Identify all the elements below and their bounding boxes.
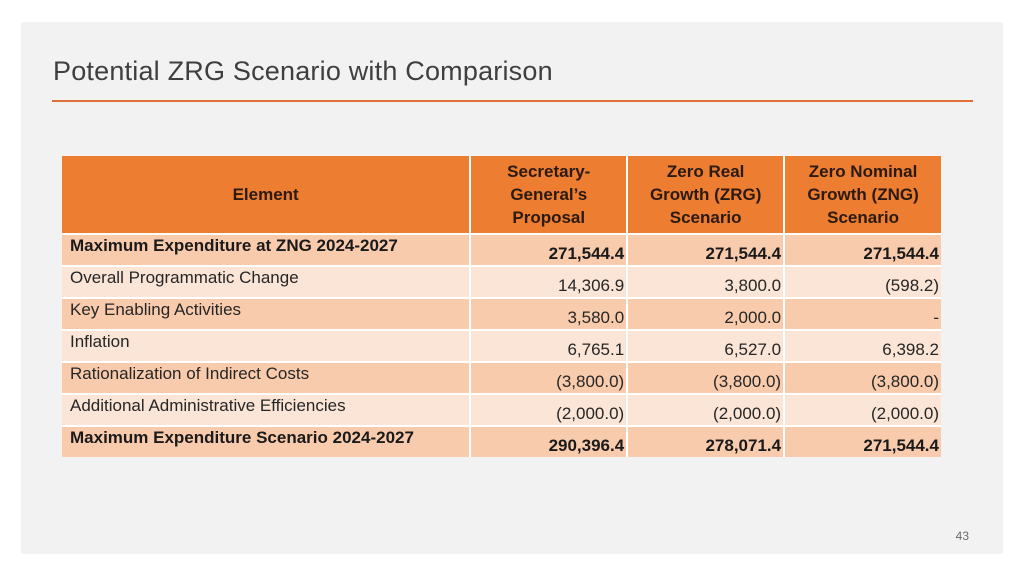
- table-header-row: Element Secretary- General’s Proposal Ze…: [62, 156, 941, 234]
- cell-zrg: 3,800.0: [626, 265, 785, 298]
- header-zng-scenario: Zero Nominal Growth (ZNG) Scenario: [783, 156, 941, 234]
- cell-zrg: 6,527.0: [626, 329, 785, 362]
- slide-title: Potential ZRG Scenario with Comparison: [53, 56, 553, 86]
- table-row: Maximum Expenditure at ZNG 2024-2027 271…: [62, 233, 941, 266]
- cell-sg-proposal: 3,580.0: [469, 297, 628, 330]
- cell-zrg: 271,544.4: [626, 233, 785, 266]
- cell-zng: (2,000.0): [783, 393, 941, 426]
- slide: Potential ZRG Scenario with Comparison E…: [21, 22, 1003, 554]
- cell-zng: (3,800.0): [783, 361, 941, 394]
- table-row: Additional Administrative Efficiencies (…: [62, 393, 941, 426]
- cell-zrg: (3,800.0): [626, 361, 785, 394]
- row-label: Key Enabling Activities: [62, 297, 471, 330]
- cell-zng: 6,398.2: [783, 329, 941, 362]
- table-row: Maximum Expenditure Scenario 2024-2027 2…: [62, 425, 941, 457]
- table-row: Overall Programmatic Change 14,306.9 3,8…: [62, 265, 941, 298]
- table-row: Key Enabling Activities 3,580.0 2,000.0 …: [62, 297, 941, 330]
- row-label: Rationalization of Indirect Costs: [62, 361, 471, 394]
- row-label: Additional Administrative Efficiencies: [62, 393, 471, 426]
- table-row: Rationalization of Indirect Costs (3,800…: [62, 361, 941, 394]
- header-zrg-scenario: Zero Real Growth (ZRG) Scenario: [626, 156, 785, 234]
- row-label: Maximum Expenditure at ZNG 2024-2027: [62, 233, 471, 266]
- cell-zrg: (2,000.0): [626, 393, 785, 426]
- cell-zrg: 2,000.0: [626, 297, 785, 330]
- row-label: Inflation: [62, 329, 471, 362]
- page-number: 43: [955, 529, 969, 543]
- cell-zng: 271,544.4: [783, 233, 941, 266]
- header-sg-proposal: Secretary- General’s Proposal: [469, 156, 628, 234]
- header-element: Element: [62, 156, 471, 234]
- row-label: Overall Programmatic Change: [62, 265, 471, 298]
- row-label: Maximum Expenditure Scenario 2024-2027: [62, 425, 471, 457]
- cell-sg-proposal: 6,765.1: [469, 329, 628, 362]
- cell-sg-proposal: (3,800.0): [469, 361, 628, 394]
- cell-sg-proposal: 271,544.4: [469, 233, 628, 266]
- cell-sg-proposal: 290,396.4: [469, 425, 628, 457]
- cell-zrg: 278,071.4: [626, 425, 785, 457]
- cell-zng: 271,544.4: [783, 425, 941, 457]
- title-divider: [52, 100, 973, 102]
- cell-zng: (598.2): [783, 265, 941, 298]
- cell-sg-proposal: 14,306.9: [469, 265, 628, 298]
- table-row: Inflation 6,765.1 6,527.0 6,398.2: [62, 329, 941, 362]
- comparison-table: Element Secretary- General’s Proposal Ze…: [62, 156, 941, 457]
- cell-sg-proposal: (2,000.0): [469, 393, 628, 426]
- cell-zng: -: [783, 297, 941, 330]
